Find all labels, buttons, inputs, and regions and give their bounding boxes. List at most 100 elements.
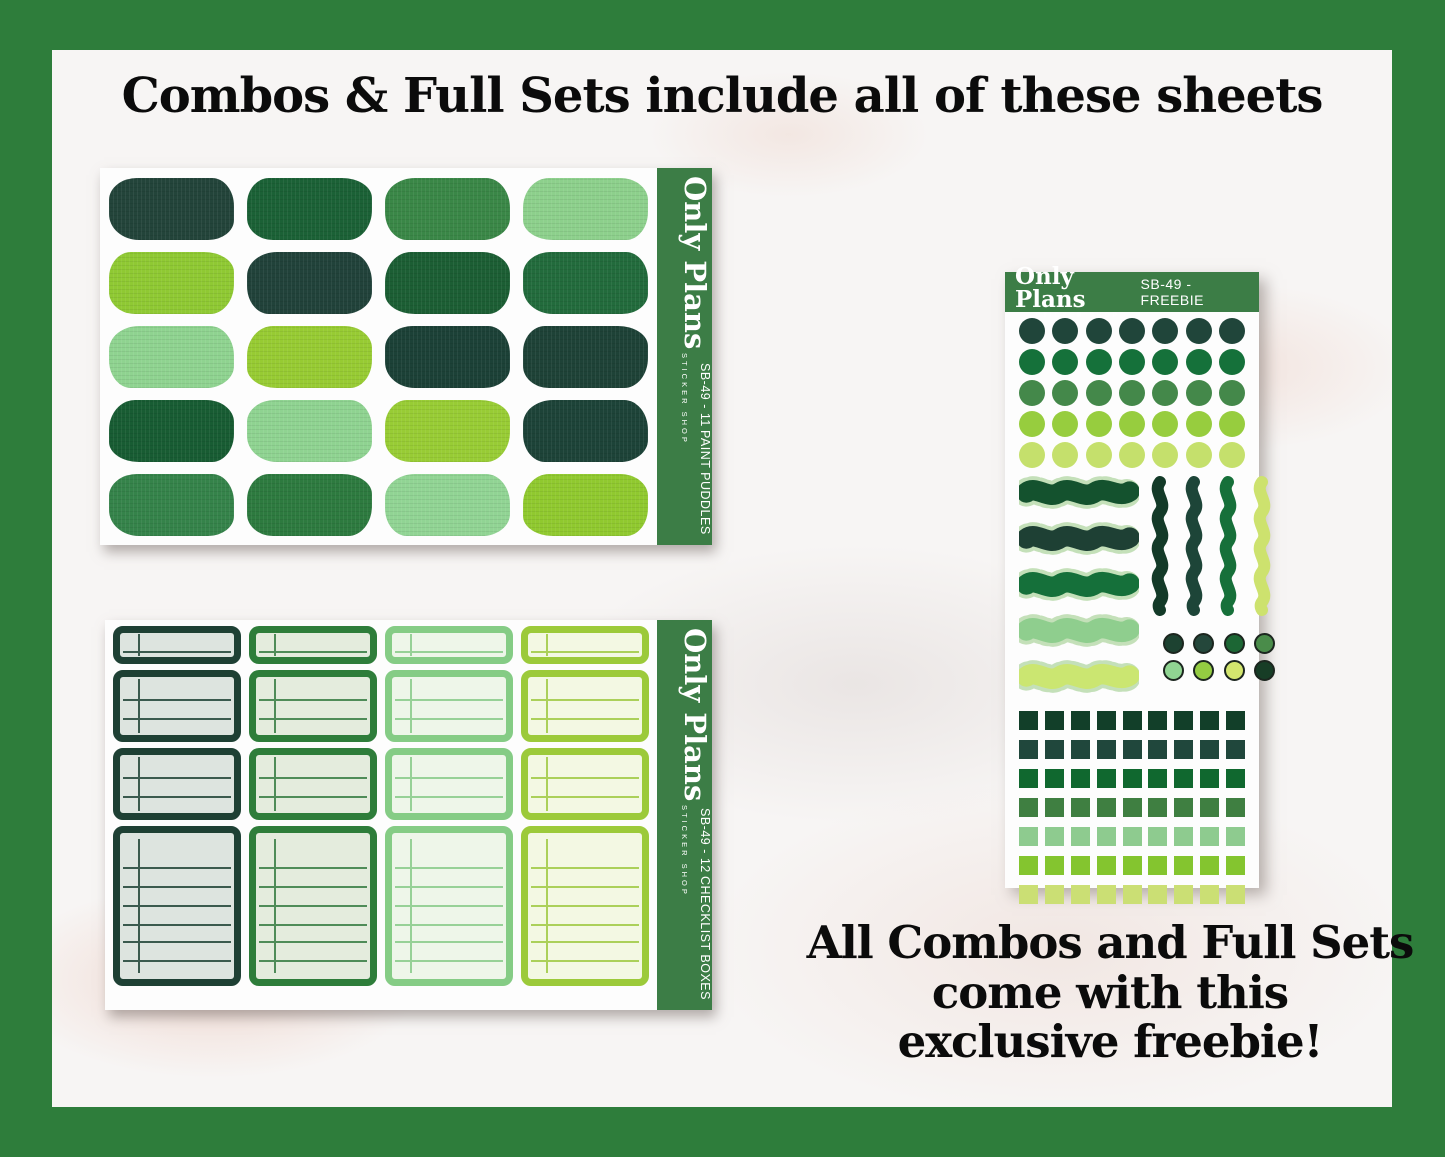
checklist-horizontal-line xyxy=(123,923,231,926)
freebie-square xyxy=(1200,827,1220,846)
freebie-dot xyxy=(1019,349,1045,375)
checklist-column xyxy=(385,626,513,1004)
freebie-dot xyxy=(1085,380,1112,406)
checklist-horizontal-line xyxy=(531,650,639,653)
checklist-horizontal-line xyxy=(123,777,231,780)
freebie-square xyxy=(1174,856,1194,875)
freebie-squiggle xyxy=(1249,475,1275,622)
freebie-mini-circle xyxy=(1163,660,1184,681)
freebie-square xyxy=(1070,740,1090,759)
freebie-square xyxy=(1070,827,1090,846)
freebie-dot xyxy=(1052,318,1079,344)
checklist-vertical-line xyxy=(410,633,413,657)
sheet-code-block: SB-49 - 12 CHECKLIST BOXES xyxy=(657,808,712,1000)
freebie-dot xyxy=(1185,442,1212,468)
freebie-square xyxy=(1226,740,1245,759)
freebie-dot xyxy=(1052,380,1079,406)
freebie-mini-circle xyxy=(1193,660,1215,681)
brand-name: Only Plans xyxy=(1015,262,1086,313)
checklist-horizontal-line xyxy=(395,866,503,869)
paint-swatch xyxy=(109,325,234,388)
freebie-mini-circle-row xyxy=(1163,660,1275,681)
freebie-square xyxy=(1148,827,1168,846)
freebie-square xyxy=(1070,711,1090,730)
freebie-square xyxy=(1174,798,1194,817)
freebie-square xyxy=(1044,798,1064,817)
checklist-horizontal-line xyxy=(531,941,639,944)
checklist-horizontal-line xyxy=(395,960,503,963)
freebie-mini-circle xyxy=(1163,633,1184,654)
checklist-sheet-sidebar: Only Plans STICKER SHOP SB-49 - 12 CHECK… xyxy=(657,620,712,1010)
freebie-mini-circle xyxy=(1193,633,1215,654)
checklist-box xyxy=(385,748,513,820)
freebie-dot xyxy=(1218,442,1245,468)
checklist-horizontal-line xyxy=(395,650,503,653)
freebie-middle-right xyxy=(1147,475,1275,699)
checklist-horizontal-line xyxy=(123,904,231,907)
checklist-vertical-line xyxy=(274,679,277,733)
freebie-dot xyxy=(1052,442,1079,468)
checklist-box xyxy=(113,626,241,664)
freebie-square xyxy=(1044,885,1064,904)
freebie-dot xyxy=(1185,411,1212,437)
checklist-horizontal-line xyxy=(259,960,367,963)
paint-swatch xyxy=(247,399,372,462)
freebie-dot xyxy=(1019,411,1045,437)
freebie-dot xyxy=(1019,442,1045,468)
checklist-horizontal-line xyxy=(395,777,503,780)
freebie-square xyxy=(1044,740,1064,759)
paint-swatch xyxy=(523,325,648,388)
checklist-box xyxy=(385,626,513,664)
checklist-horizontal-line xyxy=(531,717,639,720)
freebie-dot xyxy=(1218,318,1245,344)
checklist-vertical-line xyxy=(274,633,277,657)
freebie-square xyxy=(1070,885,1090,904)
checklist-horizontal-line xyxy=(395,923,503,926)
freebie-square xyxy=(1122,711,1142,730)
freebie-dot xyxy=(1185,380,1212,406)
freebie-square xyxy=(1148,769,1168,788)
freebie-square xyxy=(1096,711,1116,730)
checklist-vertical-line xyxy=(138,633,141,657)
checklist-box xyxy=(249,826,377,986)
sheet-freebie: Only Plans STICKER SHOP SB-49 - FREEBIE xyxy=(1005,265,1275,904)
freebie-square xyxy=(1096,856,1116,875)
freebie-square xyxy=(1200,885,1220,904)
freebie-square xyxy=(1148,856,1168,875)
checklist-horizontal-line xyxy=(123,941,231,944)
freebie-squiggle xyxy=(1215,475,1241,622)
checklist-vertical-line xyxy=(546,679,549,733)
footer-line: come with this xyxy=(931,965,1289,1019)
checklist-box xyxy=(521,826,649,986)
paint-swatch xyxy=(109,473,234,536)
checklist-horizontal-line xyxy=(259,923,367,926)
checklist-horizontal-line xyxy=(531,777,639,780)
brand-tagline: STICKER SHOP xyxy=(680,353,689,446)
freebie-square xyxy=(1226,885,1245,904)
brand-block: Only Plans STICKER SHOP xyxy=(657,176,712,445)
freebie-square xyxy=(1174,711,1194,730)
paint-swatch xyxy=(247,251,372,314)
freebie-square xyxy=(1019,798,1038,817)
freebie-dot xyxy=(1118,411,1145,437)
freebie-dot xyxy=(1118,349,1145,375)
freebie-dot xyxy=(1152,442,1179,468)
checklist-horizontal-line xyxy=(123,885,231,888)
freebie-square xyxy=(1200,711,1220,730)
checklist-horizontal-line xyxy=(531,866,639,869)
freebie-square xyxy=(1070,769,1090,788)
freebie-squiggle xyxy=(1147,475,1173,622)
sheet-code: SB-49 - 12 xyxy=(698,808,712,874)
freebie-square xyxy=(1044,856,1064,875)
freebie-dot xyxy=(1085,411,1112,437)
freebie-dot xyxy=(1052,411,1079,437)
checklist-column xyxy=(113,626,241,1004)
checklist-box xyxy=(521,670,649,742)
freebie-mini-circle xyxy=(1223,633,1245,654)
freebie-square xyxy=(1122,798,1142,817)
freebie-square xyxy=(1226,711,1245,730)
paint-swatch xyxy=(385,177,510,240)
freebie-header: Only Plans STICKER SHOP SB-49 - FREEBIE xyxy=(1005,265,1259,318)
freebie-brush-stroke xyxy=(1012,475,1144,515)
